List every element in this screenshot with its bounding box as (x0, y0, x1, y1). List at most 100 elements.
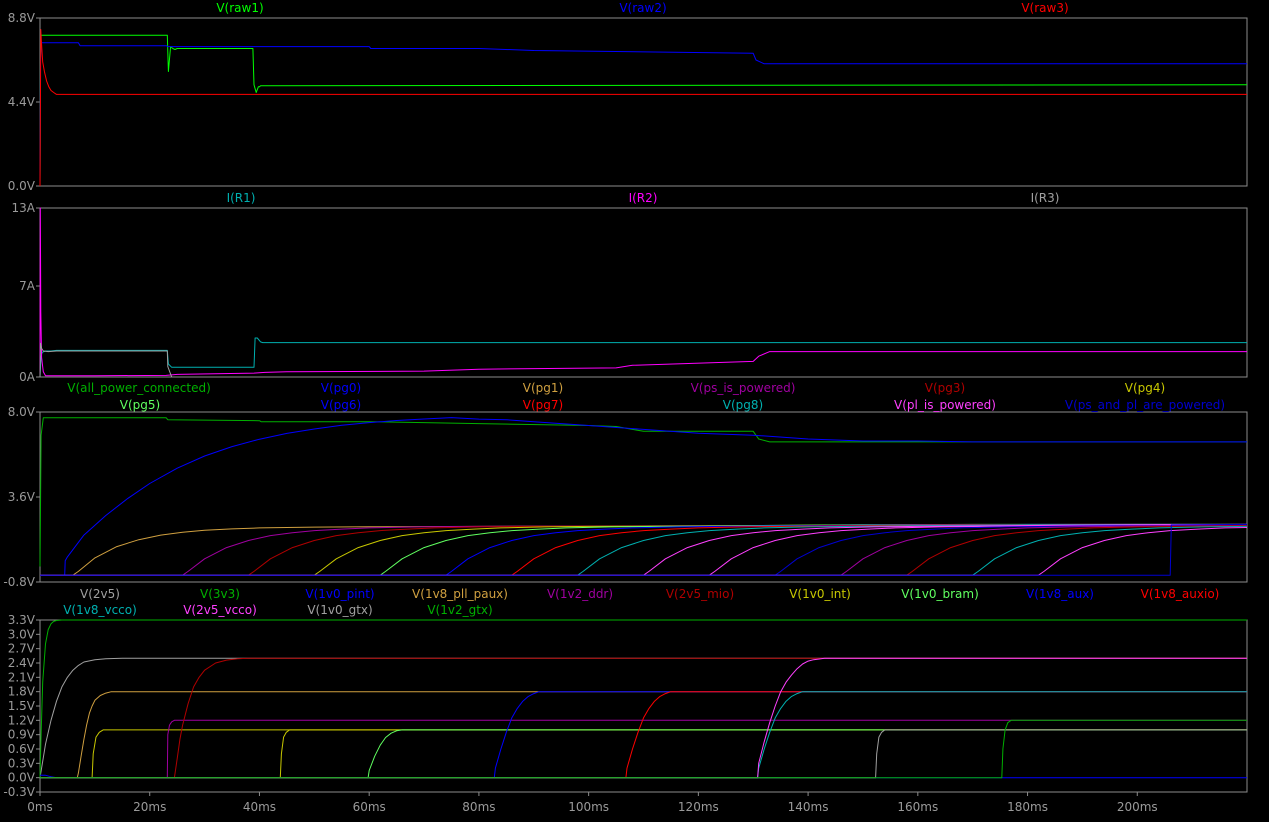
series-line-v-2v5-vcco (40, 657, 1247, 779)
legend-entry: V(1v0_bram) (901, 587, 979, 601)
legend-entry: V(pg7) (523, 398, 563, 412)
series-line-v-3v3 (39, 619, 1247, 778)
legend-entry: V(pg6) (321, 398, 361, 412)
legend-entry: V(ps_is_powered) (691, 381, 796, 395)
x-tick-label: 160ms (897, 800, 938, 814)
series-line-v-pg3 (40, 525, 1248, 576)
legend-entry: V(2v5) (80, 587, 120, 601)
series-line-v-1v2-gtx (40, 719, 1247, 779)
panel-3-y-tick-label: 8.0V (8, 405, 36, 419)
series-line-v-ps-and-pl-are-powered (40, 523, 1248, 576)
series-line-v-ps-is-powered (40, 524, 1247, 576)
series-line-v-pl-is-powered (40, 524, 1248, 576)
panel-1-y-tick-label: 0.0V (8, 179, 36, 193)
legend-entry: V(1v0_pint) (305, 587, 374, 601)
legend-entry: V(raw2) (619, 1, 666, 15)
legend-entry: V(ps_and_pl_are_powered) (1065, 398, 1225, 412)
series-line-v-pg0 (40, 417, 1247, 576)
series-line-v-ps-is-powered (40, 524, 1248, 576)
legend-entry: V(1v8_vcco) (63, 603, 137, 617)
legend-entry: V(pg8) (723, 398, 763, 412)
legend-entry: V(1v2_ddr) (547, 587, 613, 601)
x-tick-label: 120ms (678, 800, 719, 814)
x-tick-label: 80ms (462, 800, 495, 814)
series-line-v-pl-is-powered (40, 523, 1248, 576)
panel-4-y-tick-label: 1.5V (8, 699, 36, 713)
x-tick-label: 100ms (568, 800, 609, 814)
legend-entry: V(pg1) (523, 381, 563, 395)
series-line-v-raw2 (39, 42, 1247, 187)
series-line-v-raw1 (39, 34, 1248, 187)
panel-2-y-tick-label: 0A (19, 370, 36, 384)
panel-1-y-tick-label: 8.8V (8, 11, 36, 25)
panel-4-y-tick-label: 3.0V (8, 627, 36, 641)
series-line-v-1v8-pll-paux (40, 691, 1247, 779)
legend-entry: V(2v5_vcco) (183, 603, 257, 617)
series-line-v-1v0-bram (40, 729, 1247, 779)
series-line-v-pg7 (40, 523, 1247, 576)
x-tick-label: 140ms (788, 800, 829, 814)
series-line-v-pg5 (40, 523, 1247, 576)
legend-entry: V(1v2_gtx) (427, 603, 492, 617)
panel-4-y-tick-label: 0.9V (8, 728, 36, 742)
legend-entry: V(1v0_int) (789, 587, 851, 601)
panel-4-y-tick-label: 2.1V (8, 670, 36, 684)
series-line-i-r2 (39, 207, 1247, 378)
series-line-v-1v0-gtx (40, 729, 1247, 779)
legend-entry: I(R1) (227, 191, 256, 205)
panel-4-y-tick-label: 2.4V (8, 656, 36, 670)
series-line-v-pg6 (40, 523, 1247, 576)
panel-4-y-tick-label: 1.2V (8, 713, 36, 727)
legend-entry: V(3v3) (200, 587, 240, 601)
legend-entry: V(1v0_gtx) (307, 603, 372, 617)
legend-entry: V(all_power_connected) (67, 381, 211, 395)
legend-entry: V(pg5) (120, 398, 160, 412)
series-line-v-1v0-int (40, 729, 1247, 779)
legend-entry: V(pg4) (1125, 381, 1165, 395)
panel-3-y-tick-label: -0.8V (3, 575, 35, 589)
panel-4-y-tick-label: 0.6V (8, 742, 36, 756)
series-line-v-ps-and-pl-are-powered (40, 524, 1248, 576)
x-tick-label: 40ms (243, 800, 276, 814)
panel-4-y-tick-label: 3.3V (8, 613, 36, 627)
panel-1-y-tick-label: 4.4V (8, 95, 36, 109)
legend-entry: I(R3) (1031, 191, 1060, 205)
series-line-v-pl-is-powered (40, 527, 1248, 576)
x-tick-label: 20ms (133, 800, 166, 814)
panel-4-y-tick-label: 0.0V (8, 771, 36, 785)
legend-entry: V(raw3) (1021, 1, 1068, 15)
series-line-v-raw3 (39, 29, 1247, 187)
series-line-v-all-power-connected (39, 417, 1247, 567)
series-line-i-r3 (39, 342, 173, 378)
legend-entry: V(pg0) (321, 381, 361, 395)
series-line-v-1v8-auxio (40, 691, 1247, 779)
panel-4-y-tick-label: 2.7V (8, 642, 36, 656)
series-line-v-pg8 (40, 523, 1247, 576)
x-tick-label: 0ms (27, 800, 53, 814)
series-line-v-1v0-int (40, 729, 1247, 779)
panel-1-frame (39, 17, 1248, 187)
legend-entry: V(2v5_mio) (666, 587, 734, 601)
legend-entry: V(pl_is_powered) (894, 398, 996, 412)
x-tick-label: 60ms (353, 800, 386, 814)
legend-entry: V(1v8_auxio) (1141, 587, 1220, 601)
series-line-v-1v8-vcco (40, 691, 1247, 779)
x-tick-label: 200ms (1117, 800, 1158, 814)
panel-4-y-tick-label: 0.3V (8, 756, 36, 770)
x-tick-label: 180ms (1007, 800, 1048, 814)
series-line-v-2v5 (39, 657, 1247, 778)
series-line-v-pg8 (40, 525, 1248, 576)
series-line-i-r1 (39, 337, 1247, 378)
series-line-v-2v5-mio (40, 657, 1247, 779)
legend-entry: V(raw1) (216, 1, 263, 15)
legend-entry: I(R2) (629, 191, 658, 205)
panel-2-y-tick-label: 13A (12, 201, 36, 215)
panel-4-frame (39, 619, 1248, 793)
panel-4-y-tick-label: 1.8V (8, 685, 36, 699)
panel-4-y-tick-label: -0.3V (3, 785, 35, 799)
series-line-v-1v2-ddr (40, 719, 1247, 779)
legend-entry: V(1v8_aux) (1026, 587, 1094, 601)
legend-entry: V(pg3) (925, 381, 965, 395)
